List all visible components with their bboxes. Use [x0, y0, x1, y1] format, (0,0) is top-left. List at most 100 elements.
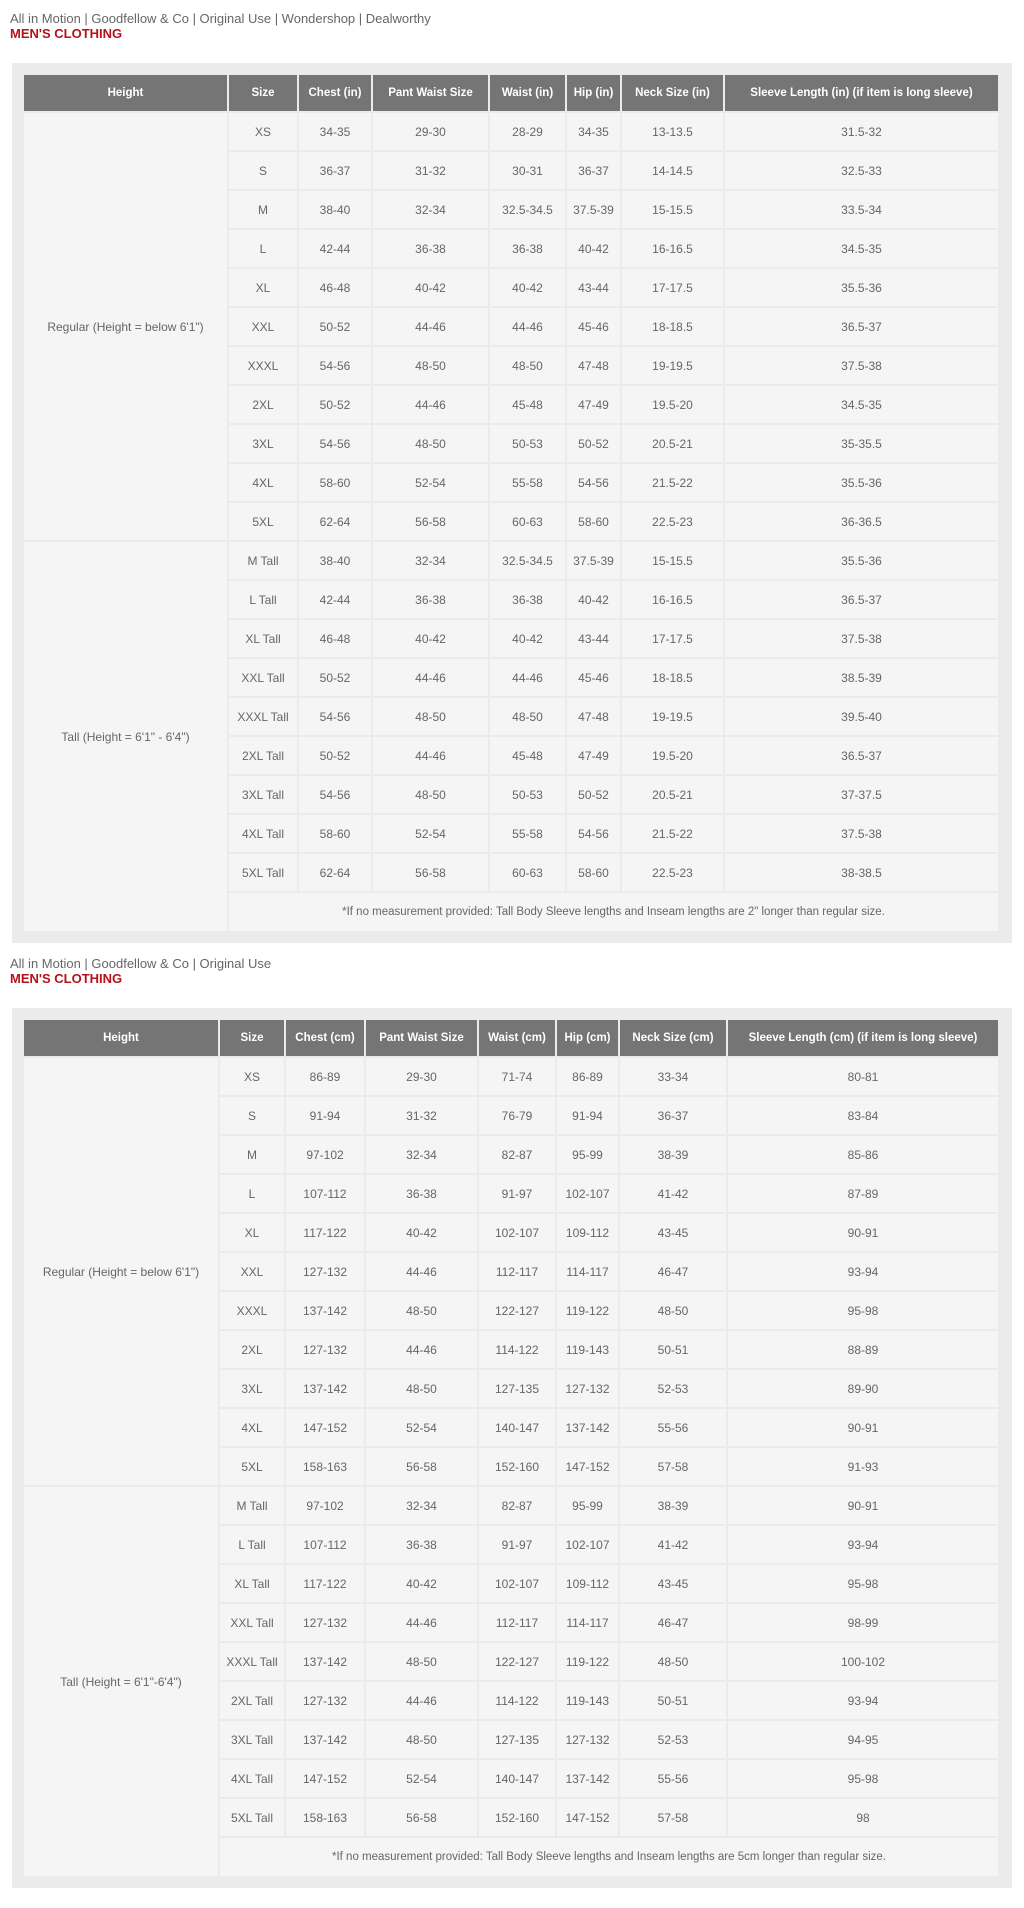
- measurement-cell: 36-38: [373, 230, 488, 267]
- measurement-cell: 31.5-32: [725, 113, 998, 150]
- measurement-cell: 36-38: [490, 230, 565, 267]
- measurement-cell: 56-58: [366, 1799, 477, 1836]
- measurement-cell: 48-50: [373, 776, 488, 813]
- measurement-cell: 152-160: [479, 1799, 555, 1836]
- measurement-cell: 52-53: [620, 1370, 726, 1407]
- measurement-cell: 95-98: [728, 1760, 998, 1797]
- column-header: Pant Waist Size: [373, 75, 488, 111]
- size-cell: 2XL Tall: [220, 1682, 284, 1719]
- measurement-cell: 50-52: [567, 425, 620, 462]
- size-cell: XXXL Tall: [220, 1643, 284, 1680]
- measurement-cell: 45-48: [490, 737, 565, 774]
- measurement-cell: 147-152: [557, 1448, 618, 1485]
- measurement-cell: 98: [728, 1799, 998, 1836]
- measurement-cell: 47-48: [567, 347, 620, 384]
- measurement-cell: 91-97: [479, 1175, 555, 1212]
- measurement-cell: 58-60: [299, 815, 371, 852]
- measurement-cell: 34.5-35: [725, 386, 998, 423]
- size-cell: XL Tall: [220, 1565, 284, 1602]
- measurement-cell: 62-64: [299, 854, 371, 891]
- measurement-cell: 127-135: [479, 1721, 555, 1758]
- size-cell: XS: [229, 113, 297, 150]
- measurement-cell: 13-13.5: [622, 113, 723, 150]
- column-header: Waist (in): [490, 75, 565, 111]
- brand-list: All in Motion | Goodfellow & Co | Origin…: [10, 956, 272, 971]
- measurement-cell: 88-89: [728, 1331, 998, 1368]
- measurement-cell: 22.5-23: [622, 503, 723, 540]
- measurement-cell: 15-15.5: [622, 542, 723, 579]
- size-cell: XXL: [229, 308, 297, 345]
- table-row: S 36-37 31-32 30-31 36-37 14-14.5 32.5-33: [24, 152, 998, 189]
- note-row: *If no measurement provided: Tall Body S…: [24, 1838, 998, 1876]
- table-row: XL 46-48 40-42 40-42 43-44 17-17.5 35.5-36: [24, 269, 998, 306]
- measurement-cell: 137-142: [557, 1760, 618, 1797]
- measurement-cell: 46-48: [299, 269, 371, 306]
- measurement-cell: 36-38: [366, 1526, 477, 1563]
- height-group-label: Tall (Height = 6'1" - 6'4"): [24, 542, 227, 931]
- size-cell: XXXL Tall: [229, 698, 297, 735]
- measurement-cell: 40-42: [373, 620, 488, 657]
- size-cell: 4XL: [229, 464, 297, 501]
- column-header: Pant Waist Size: [366, 1020, 477, 1056]
- column-header: Waist (cm): [479, 1020, 555, 1056]
- table-row: 4XL 58-60 52-54 55-58 54-56 21.5-22 35.5-36: [24, 464, 998, 501]
- measurement-cell: 95-99: [557, 1487, 618, 1524]
- measurement-cell: 50-52: [299, 737, 371, 774]
- measurement-cell: 42-44: [299, 581, 371, 618]
- measurement-cell: 95-99: [557, 1136, 618, 1173]
- measurement-cell: 31-32: [366, 1097, 477, 1134]
- size-cell: 5XL Tall: [220, 1799, 284, 1836]
- measurement-cell: 127-132: [286, 1253, 364, 1290]
- measurement-cell: 57-58: [620, 1799, 726, 1836]
- measurement-cell: 44-46: [373, 386, 488, 423]
- measurement-cell: 21.5-22: [622, 464, 723, 501]
- measurement-cell: 43-44: [567, 269, 620, 306]
- measurement-cell: 127-132: [286, 1331, 364, 1368]
- size-cell: XXXL: [220, 1292, 284, 1329]
- measurement-cell: 102-107: [479, 1565, 555, 1602]
- measurement-cell: 43-45: [620, 1565, 726, 1602]
- size-cell: XXXL: [229, 347, 297, 384]
- size-cell: M Tall: [220, 1487, 284, 1524]
- measurement-cell: 32-34: [366, 1487, 477, 1524]
- measurement-cell: 44-46: [373, 308, 488, 345]
- measurement-cell: 52-53: [620, 1721, 726, 1758]
- table-row: Regular (Height = below 6'1") XS 86-89 29-3…: [24, 1058, 998, 1485]
- measurement-cell: 158-163: [286, 1448, 364, 1485]
- measurement-cell: 48-50: [366, 1721, 477, 1758]
- size-cell: 4XL Tall: [229, 815, 297, 852]
- measurement-cell: 80-81: [728, 1058, 998, 1095]
- measurement-cell: 47-49: [567, 386, 620, 423]
- measurement-cell: 48-50: [373, 698, 488, 735]
- measurement-cell: 58-60: [299, 464, 371, 501]
- measurement-cell: 50-53: [490, 425, 565, 462]
- measurement-cell: 98-99: [728, 1604, 998, 1641]
- column-header: Neck Size (cm): [620, 1020, 726, 1056]
- table-row: L Tall 107-112 36-38 91-97 102-107 41-42 93-94: [24, 1526, 998, 1563]
- measurement-cell: 86-89: [286, 1058, 364, 1095]
- measurement-cell: 19-19.5: [622, 698, 723, 735]
- table-row: XXXL Tall 54-56 48-50 48-50 47-48 19-19.5 39.5…: [24, 698, 998, 735]
- measurement-cell: 32-34: [366, 1136, 477, 1173]
- measurement-cell: 44-46: [366, 1331, 477, 1368]
- size-cell: 3XL Tall: [229, 776, 297, 813]
- table-row: 3XL Tall 137-142 48-50 127-135 127-132 52-53 9…: [24, 1721, 998, 1758]
- measurement-cell: 38-40: [299, 191, 371, 228]
- measurement-cell: 32-34: [373, 542, 488, 579]
- measurement-cell: 16-16.5: [622, 230, 723, 267]
- measurement-cell: 90-91: [728, 1214, 998, 1251]
- measurement-cell: 20.5-21: [622, 776, 723, 813]
- size-cell: 2XL Tall: [229, 737, 297, 774]
- measurement-cell: 37.5-38: [725, 620, 998, 657]
- size-cell: 4XL: [220, 1409, 284, 1446]
- measurement-cell: 95-98: [728, 1292, 998, 1329]
- height-group-label: Tall (Height = 6'1"-6'4"): [24, 1487, 218, 1876]
- measurement-cell: 14-14.5: [622, 152, 723, 189]
- table-row: 3XL 137-142 48-50 127-135 127-132 52-53 89-90: [24, 1370, 998, 1407]
- measurement-cell: 38.5-39: [725, 659, 998, 696]
- measurement-cell: 44-46: [373, 737, 488, 774]
- measurement-cell: 34.5-35: [725, 230, 998, 267]
- measurement-cell: 55-58: [490, 464, 565, 501]
- table-row: M 38-40 32-34 32.5-34.5 37.5-39 15-15.5 33.5-3…: [24, 191, 998, 228]
- measurement-cell: 114-122: [479, 1682, 555, 1719]
